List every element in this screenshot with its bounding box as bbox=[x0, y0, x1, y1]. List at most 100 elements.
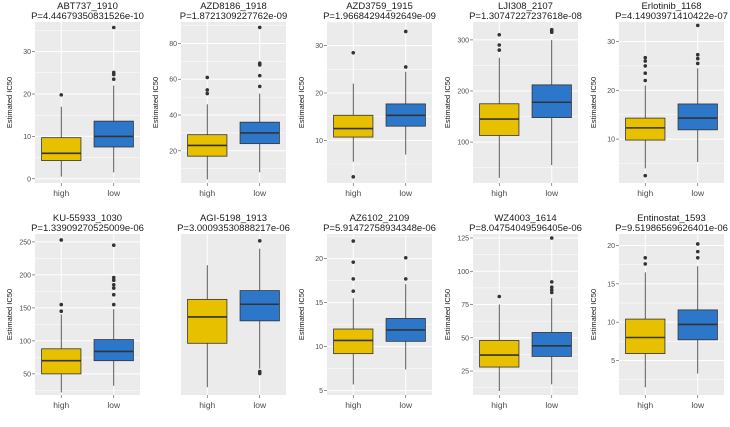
y-tick-label: 100 bbox=[19, 338, 31, 345]
outlier-point bbox=[257, 369, 262, 374]
outlier-point bbox=[695, 61, 700, 66]
y-tick-label: 80 bbox=[169, 41, 177, 48]
y-tick-label: 150 bbox=[19, 305, 31, 312]
y-tick-label: 30 bbox=[315, 43, 323, 50]
outlier-point bbox=[205, 91, 210, 96]
x-tick-label: low bbox=[691, 400, 705, 410]
x-tick-label: high bbox=[637, 400, 653, 410]
y-axis-label: Estimated IC50 bbox=[297, 77, 306, 128]
y-tick-label: 25 bbox=[461, 369, 469, 376]
box-high bbox=[41, 137, 82, 161]
y-tick-label: 5 bbox=[611, 358, 615, 365]
box-high bbox=[333, 328, 374, 355]
x-tick-label: low bbox=[691, 188, 705, 198]
y-tick-label: 10 bbox=[607, 137, 615, 144]
box-high bbox=[625, 318, 666, 355]
y-tick-label: 50 bbox=[23, 371, 31, 378]
plot-panel bbox=[181, 22, 286, 183]
outlier-point bbox=[205, 75, 210, 80]
x-tick-label: high bbox=[491, 188, 507, 198]
chart-subtitle: P=9.51986569626401e-06 bbox=[615, 223, 728, 234]
outlier-point bbox=[351, 50, 356, 55]
chart-subtitle: P=1.96684294492649e-09 bbox=[323, 11, 436, 22]
outlier-point bbox=[351, 175, 356, 179]
chart-title: Erlotinib_1168 bbox=[641, 1, 701, 12]
outlier-point bbox=[351, 277, 356, 281]
outlier-point bbox=[497, 32, 502, 37]
y-tick-label: 20 bbox=[607, 88, 615, 95]
box-low bbox=[531, 332, 572, 357]
plot-panel bbox=[327, 234, 432, 395]
outlier-point bbox=[403, 255, 408, 260]
outlier-point bbox=[695, 23, 700, 28]
chart-title: AGI-5198_1913 bbox=[200, 213, 267, 224]
outlier-point bbox=[695, 249, 700, 254]
x-tick-label: high bbox=[199, 400, 215, 410]
outlier-point bbox=[643, 71, 648, 76]
box-low bbox=[531, 84, 572, 118]
y-axis-label: Estimated IC50 bbox=[5, 289, 14, 340]
outlier-point bbox=[695, 255, 700, 260]
outlier-point bbox=[403, 277, 408, 281]
y-tick-label: 100 bbox=[457, 269, 469, 276]
x-tick-label: high bbox=[491, 400, 507, 410]
y-tick-label: 200 bbox=[19, 272, 31, 279]
y-axis-label: Estimated IC50 bbox=[443, 289, 452, 340]
y-tick-label: 10 bbox=[315, 344, 323, 351]
outlier-point bbox=[549, 288, 554, 292]
chart-title: AZ6102_2109 bbox=[350, 213, 410, 224]
box-high bbox=[479, 340, 520, 368]
outlier-point bbox=[257, 73, 262, 78]
chart-subtitle: P=1.30747227237618e-08 bbox=[469, 11, 582, 22]
x-tick-label: high bbox=[637, 188, 653, 198]
y-tick-label: 20 bbox=[169, 148, 177, 155]
box-low bbox=[677, 103, 718, 131]
outlier-point bbox=[111, 77, 116, 81]
y-tick-label: 75 bbox=[461, 302, 469, 309]
x-tick-label: high bbox=[345, 188, 361, 198]
outlier-point bbox=[643, 262, 648, 266]
y-tick-label: 20 bbox=[607, 243, 615, 250]
y-tick-label: 15 bbox=[607, 281, 615, 288]
chart-subtitle: P=1.33909270525009e-06 bbox=[31, 223, 144, 234]
outlier-point bbox=[695, 242, 700, 246]
y-tick-label: 0 bbox=[27, 176, 31, 183]
chart-title: KU-55933_1030 bbox=[53, 213, 122, 224]
plot-panel bbox=[473, 234, 578, 395]
x-tick-label: high bbox=[53, 400, 69, 410]
y-tick-label: 20 bbox=[315, 91, 323, 98]
x-tick-label: high bbox=[199, 188, 215, 198]
chart-title: LJI308_2107 bbox=[498, 1, 553, 12]
outlier-point bbox=[111, 283, 116, 287]
y-tick-label: 15 bbox=[315, 300, 323, 307]
x-tick-label: low bbox=[399, 188, 413, 198]
outlier-point bbox=[643, 55, 648, 60]
y-axis-label: Estimated IC50 bbox=[443, 77, 452, 128]
y-tick-label: 250 bbox=[19, 239, 31, 246]
outlier-point bbox=[111, 286, 116, 290]
outlier-point bbox=[111, 70, 116, 75]
x-tick-label: low bbox=[545, 400, 559, 410]
outlier-point bbox=[111, 278, 116, 282]
chart-subtitle: P=4.44679350831526e-10 bbox=[31, 11, 144, 22]
y-tick-label: 10 bbox=[23, 134, 31, 141]
outlier-point bbox=[111, 243, 116, 248]
y-tick-label: 60 bbox=[169, 77, 177, 84]
outlier-point bbox=[643, 64, 648, 68]
y-axis-label: Estimated IC50 bbox=[151, 77, 160, 128]
outlier-point bbox=[257, 239, 262, 243]
y-tick-label: 10 bbox=[607, 320, 615, 327]
box-high bbox=[333, 114, 374, 138]
y-tick-label: 300 bbox=[457, 37, 469, 44]
chart-title: WZ4003_1614 bbox=[494, 213, 556, 224]
outlier-point bbox=[257, 25, 262, 30]
outlier-point bbox=[549, 236, 554, 240]
